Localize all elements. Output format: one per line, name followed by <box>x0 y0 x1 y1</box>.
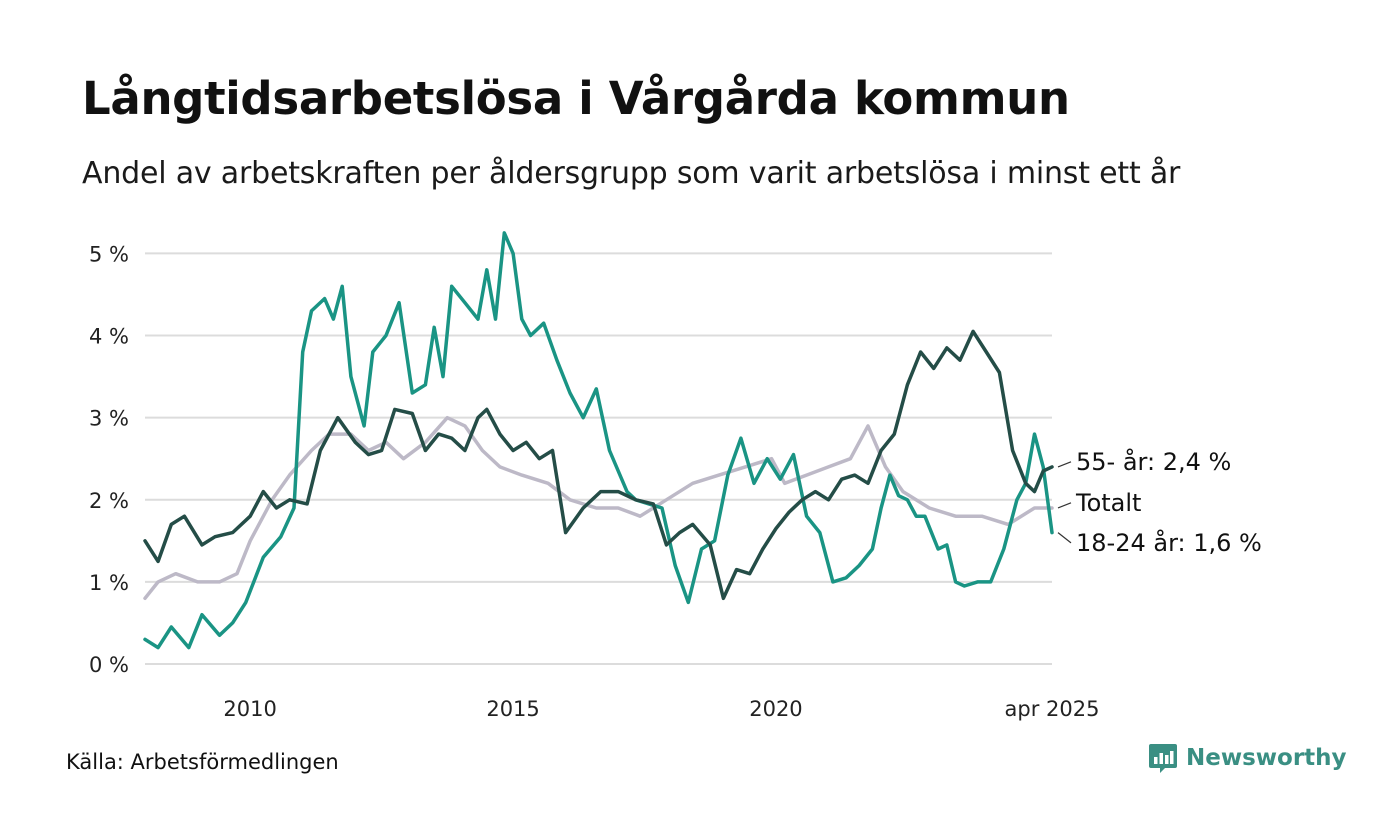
series-label: 55- år: 2,4 % <box>1076 447 1231 476</box>
x-tick-label: 2010 <box>223 697 276 721</box>
chart-subtitle: Andel av arbetskraften per åldersgrupp s… <box>82 156 1181 191</box>
x-tick-label: apr 2025 <box>1005 697 1100 721</box>
series-label: Totalt <box>1075 489 1141 517</box>
chart-title: Långtidsarbetslösa i Vårgårda kommun <box>82 72 1070 125</box>
x-tick-label: 2020 <box>749 697 802 721</box>
brand-name: Newsworthy <box>1186 745 1347 771</box>
line-chart: 0 %1 %2 %3 %4 %5 % 2010 2015 2020 apr 2025 … <box>89 231 1262 721</box>
y-tick-label: 1 % <box>89 571 129 595</box>
label-connector <box>1057 461 1072 468</box>
y-tick-label: 3 % <box>89 407 129 431</box>
label-connector <box>1057 532 1072 544</box>
label-connector <box>1057 502 1072 509</box>
y-tick-label: 5 % <box>89 242 129 266</box>
series-line <box>143 231 1054 650</box>
y-tick-label: 0 % <box>89 653 129 677</box>
series-line <box>143 415 1054 601</box>
series-lines <box>143 231 1054 650</box>
brand-logo: Newsworthy <box>1148 742 1347 774</box>
bar-chart-icon <box>1149 744 1177 773</box>
y-axis-ticks: 0 % 1 % 2 % 3 % 4 % 5 % <box>89 242 129 677</box>
source-note: Källa: Arbetsförmedlingen <box>66 750 339 774</box>
y-tick-label: 2 % <box>89 489 129 513</box>
series-end-labels: 55- år: 2,4 % Totalt 18-24 år: 1,6 % <box>1057 447 1262 557</box>
series-line <box>143 329 1054 601</box>
x-axis-ticks: 2010 2015 2020 apr 2025 <box>223 697 1099 721</box>
series-label: 18-24 år: 1,6 % <box>1076 528 1262 557</box>
gridlines <box>145 252 1052 665</box>
x-tick-label: 2015 <box>486 697 539 721</box>
y-tick-label: 4 % <box>89 325 129 349</box>
